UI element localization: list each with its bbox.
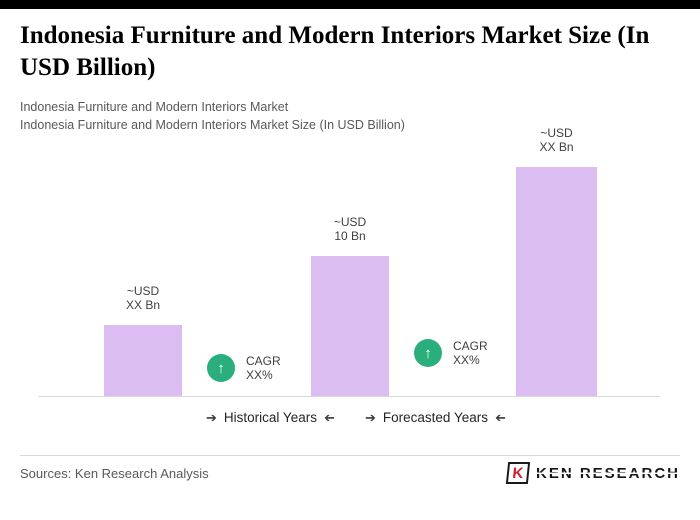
- right-arrow-icon: ➔: [365, 410, 376, 425]
- cagr-label-line2: XX%: [246, 368, 273, 382]
- chart-subtitle-line1: Indonesia Furniture and Modern Interiors…: [20, 100, 289, 114]
- cagr-annotation-2: ↑ CAGR XX%: [414, 339, 488, 367]
- page-title: Indonesia Furniture and Modern Interiors…: [20, 22, 650, 81]
- bar-base-year: [311, 256, 389, 396]
- ken-research-logo: K KEN RESEARCH: [505, 462, 680, 484]
- chart-subtitle-line2: Indonesia Furniture and Modern Interiors…: [20, 118, 405, 132]
- historical-years-label: ➔ Historical Years ➔: [199, 410, 342, 426]
- bar-forecast: [516, 167, 597, 396]
- ken-research-logo-text: KEN RESEARCH: [535, 464, 680, 482]
- bar-group-base-year: ~USD 10 Bn: [311, 215, 389, 396]
- growth-up-arrow-icon: ↑: [207, 354, 235, 382]
- x-axis-baseline: [38, 396, 660, 397]
- left-arrow-icon: ➔: [494, 410, 506, 425]
- bar-label-line1: ~USD: [540, 126, 573, 140]
- cagr-label-line2: XX%: [453, 353, 480, 367]
- historical-years-text: Historical Years: [223, 410, 317, 425]
- bar-value-label: ~USD 10 Bn: [334, 215, 366, 243]
- bar-label-line1: ~USD: [126, 284, 160, 298]
- cagr-label: CAGR XX%: [453, 339, 488, 367]
- cagr-label: CAGR XX%: [246, 354, 281, 382]
- bar-label-line2: XX Bn: [539, 140, 574, 154]
- bar-chart: ~USD XX Bn ~USD 10 Bn ~USD XX Bn ↑: [0, 118, 700, 397]
- ken-research-logo-icon: K: [505, 462, 531, 484]
- bar-label-line2: 10 Bn: [334, 229, 366, 243]
- top-accent-bar: [0, 0, 700, 9]
- up-arrow-glyph: ↑: [424, 344, 432, 362]
- bar-group-historical: ~USD XX Bn: [104, 284, 182, 396]
- left-arrow-icon: ➔: [323, 410, 335, 425]
- chart-subtitle: Indonesia Furniture and Modern Interiors…: [20, 98, 500, 134]
- up-arrow-glyph: ↑: [217, 359, 225, 377]
- bar-label-line1: ~USD: [333, 215, 367, 229]
- growth-up-arrow-icon: ↑: [414, 339, 442, 367]
- bar-label-line2: XX Bn: [125, 298, 161, 312]
- bar-value-label: ~USD XX Bn: [539, 126, 573, 154]
- bar-group-forecast: ~USD XX Bn: [516, 126, 597, 396]
- footer-divider: [20, 455, 680, 456]
- bar-value-label: ~USD XX Bn: [126, 284, 160, 312]
- cagr-label-line1: CAGR: [246, 354, 281, 368]
- forecasted-years-label: ➔ Forecasted Years ➔: [358, 410, 513, 426]
- cagr-annotation-1: ↑ CAGR XX%: [207, 354, 281, 382]
- cagr-label-line1: CAGR: [453, 339, 488, 353]
- bar-historical: [104, 325, 182, 396]
- right-arrow-icon: ➔: [206, 410, 217, 425]
- forecasted-years-text: Forecasted Years: [382, 410, 488, 425]
- sources-note: Sources: Ken Research Analysis: [20, 466, 209, 481]
